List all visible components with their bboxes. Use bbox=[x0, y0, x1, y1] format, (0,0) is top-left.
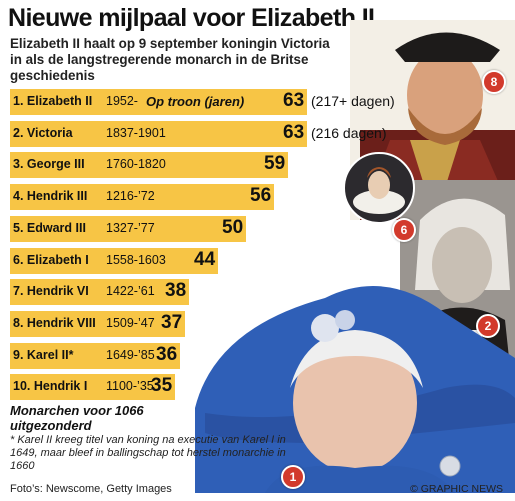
elizabeth-i-portrait bbox=[343, 152, 415, 224]
bar-row: 5. Edward III 1327-’77 50 bbox=[10, 216, 340, 242]
bar-label: 8. Hendrik VIII bbox=[13, 316, 96, 330]
bar bbox=[10, 152, 288, 178]
bar-label: 4. Hendrik III bbox=[13, 189, 88, 203]
bar bbox=[10, 248, 218, 274]
bar-value: 36 bbox=[156, 344, 178, 365]
axis-label: Op troon (jaren) bbox=[146, 94, 245, 109]
bar-label: 3. George III bbox=[13, 157, 85, 171]
copyright: © GRAPHIC NEWS bbox=[410, 483, 503, 495]
bar-label: 10. Hendrik I bbox=[13, 379, 88, 393]
bar-row: 6. Elizabeth I 1558-1603 44 bbox=[10, 248, 340, 274]
bar-value: 50 bbox=[222, 217, 244, 238]
bar-value: 59 bbox=[264, 153, 286, 174]
bar-years: 1509-’47 bbox=[106, 316, 155, 330]
bar-years: 1558-1603 bbox=[106, 253, 166, 267]
elizabeth-ii-portrait bbox=[195, 286, 515, 493]
bar-extra: (217+ dagen) bbox=[311, 93, 395, 109]
hendrik-viii-badge: 8 bbox=[482, 70, 506, 94]
bar bbox=[10, 89, 307, 115]
bar-value: 37 bbox=[161, 312, 183, 333]
bar-value: 63 bbox=[283, 122, 305, 143]
bar-value: 38 bbox=[165, 280, 187, 301]
page-title: Nieuwe mijlpaal voor Elizabeth II bbox=[8, 4, 375, 32]
bar bbox=[10, 311, 185, 337]
bar-years: 1216-’72 bbox=[106, 189, 155, 203]
bar-row: 9. Karel II* 1649-’85 36 bbox=[10, 343, 340, 369]
bar bbox=[10, 184, 274, 210]
bar-row: 1. Elizabeth II 1952- 63 (217+ dagen) bbox=[10, 89, 395, 115]
bar-extra: (216 dagen) bbox=[311, 125, 387, 141]
bar-years: 1649-’85 bbox=[106, 348, 155, 362]
bar-label: 6. Elizabeth I bbox=[13, 253, 89, 267]
bar bbox=[10, 121, 307, 147]
bar-years: 1760-1820 bbox=[106, 157, 166, 171]
bar-years: 1952- bbox=[106, 94, 138, 108]
elizabeth-i-badge: 6 bbox=[392, 218, 416, 242]
bar-row: 3. George III 1760-1820 59 bbox=[10, 152, 340, 178]
elizabeth-ii-badge: 1 bbox=[281, 465, 305, 489]
bar-label: 2. Victoria bbox=[13, 126, 73, 140]
bar bbox=[10, 216, 246, 242]
bar-value: 63 bbox=[283, 90, 305, 111]
bar-row: 2. Victoria 1837-1901 63 (216 dagen) bbox=[10, 121, 387, 147]
footnote: * Karel II kreeg titel van koning na exe… bbox=[10, 434, 286, 472]
bar-value: 44 bbox=[194, 249, 216, 270]
bar-value: 56 bbox=[250, 185, 272, 206]
bar-years: 1422-’61 bbox=[106, 284, 155, 298]
bar bbox=[10, 343, 180, 369]
bar bbox=[10, 279, 189, 305]
bar-row: 10. Hendrik I 1100-’35 35 bbox=[10, 374, 340, 400]
note: Monarchen voor 1066 uitgezonderd bbox=[10, 403, 144, 433]
bar-value: 35 bbox=[151, 375, 173, 396]
bar-years: 1327-’77 bbox=[106, 221, 155, 235]
bar-label: 5. Edward III bbox=[13, 221, 86, 235]
bar-years: 1837-1901 bbox=[106, 126, 166, 140]
bar-label: 7. Hendrik VI bbox=[13, 284, 89, 298]
bar-row: 8. Hendrik VIII 1509-’47 37 bbox=[10, 311, 340, 337]
bar-years: 1100-’35 bbox=[106, 379, 154, 393]
bar-row: 4. Hendrik III 1216-’72 56 bbox=[10, 184, 340, 210]
bar-row: 7. Hendrik VI 1422-’61 38 bbox=[10, 279, 340, 305]
photo-credit: Foto’s: Newscome, Getty Images bbox=[10, 483, 172, 495]
victoria-badge: 2 bbox=[476, 314, 500, 338]
bar bbox=[10, 374, 175, 400]
bar-label: 1. Elizabeth II bbox=[13, 94, 93, 108]
subtitle: Elizabeth II haalt op 9 september koning… bbox=[10, 36, 330, 83]
bar-label: 9. Karel II* bbox=[13, 348, 74, 362]
